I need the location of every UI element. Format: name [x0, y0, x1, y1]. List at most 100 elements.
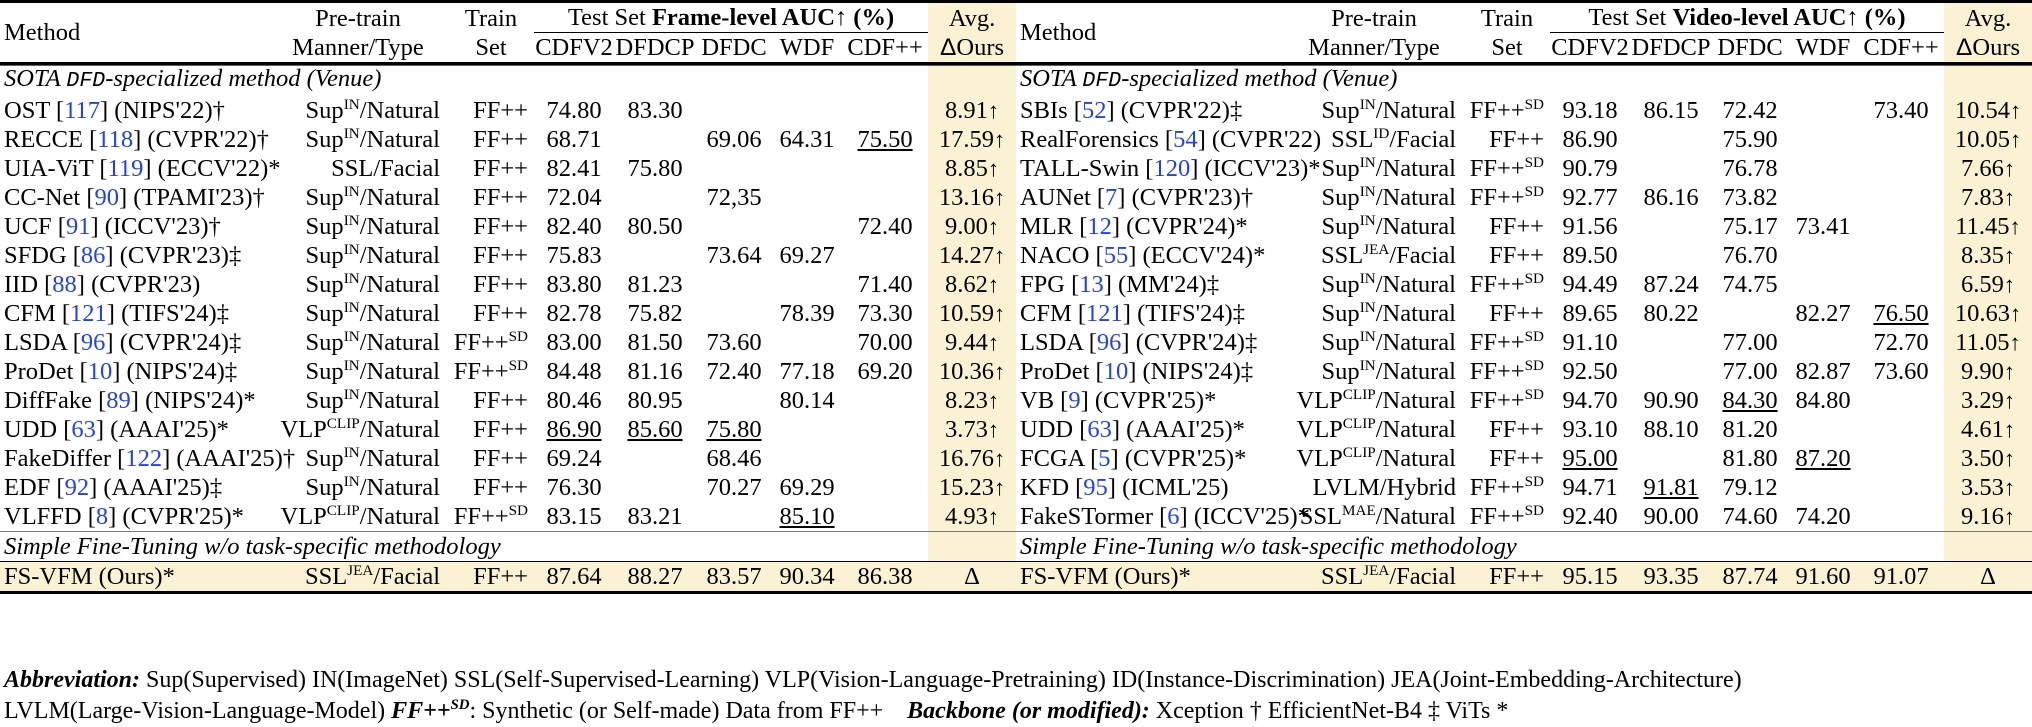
cell-empty: [614, 241, 696, 270]
cell-empty: [1858, 473, 1944, 502]
citation-link[interactable]: 117: [64, 97, 100, 124]
cell-empty: [842, 444, 928, 473]
row-pretrain: SupIN/Natural: [305, 240, 440, 269]
group-simple-avg-pad: [928, 531, 1017, 562]
cell-empty: [614, 444, 696, 473]
citation-link[interactable]: 120: [1153, 155, 1191, 182]
citation-link[interactable]: 12: [1087, 213, 1112, 240]
row-method: EDF [92] (AAAI'25)‡: [4, 474, 223, 501]
cell-empty: [1630, 328, 1712, 357]
cell-empty: [614, 473, 696, 502]
table-row: UDD [63] (AAAI'25)* VLPCLIP/Natural FF++ 86…: [0, 415, 1017, 444]
ours-avg-delta: Δ: [928, 561, 1017, 594]
row-pretrain: SupIN/Natural: [305, 124, 440, 153]
header-pretrain-line2: Manner/Type: [292, 34, 424, 61]
citation-link[interactable]: 10: [87, 358, 113, 385]
citation-link[interactable]: 10: [1103, 358, 1129, 385]
citation-link[interactable]: 52: [1081, 97, 1107, 124]
cell-value: 75.83: [546, 242, 602, 269]
up-arrow-icon: ↑: [993, 243, 1006, 268]
up-arrow-icon: ↑: [993, 475, 1006, 500]
citation-link[interactable]: 63: [1087, 416, 1112, 443]
table-row: CFM [121] (TIFS'24)‡ SupIN/Natural FF++ 89.…: [1016, 299, 2032, 328]
row-trainset: FF++SD: [1469, 153, 1544, 182]
citation-link[interactable]: 122: [125, 445, 163, 472]
header-col-cdfv2: CDFV2: [535, 34, 613, 61]
row-trainset: FF++SD: [1469, 472, 1544, 501]
citation-link[interactable]: 13: [1079, 271, 1104, 298]
citation-link[interactable]: 9: [1068, 387, 1081, 414]
up-arrow-icon: ↑: [993, 446, 1006, 471]
citation-link[interactable]: 95: [1083, 474, 1108, 501]
citation-link[interactable]: 8: [95, 503, 109, 530]
cell-value: 93.10: [1562, 416, 1618, 443]
citation-link[interactable]: 5: [1098, 445, 1111, 472]
citation-link[interactable]: 63: [71, 416, 96, 443]
citation-link[interactable]: 90: [94, 184, 120, 211]
up-arrow-icon: ↑: [2003, 388, 2016, 413]
row-trainset: FF++: [473, 300, 528, 327]
ours-pretrain: SSLJEA/Facial: [268, 561, 448, 594]
citation-link[interactable]: 55: [1103, 242, 1129, 269]
citation-link[interactable]: 96: [80, 329, 106, 356]
row-trainset: FF++SD: [1469, 356, 1544, 385]
cell-value: 78.39: [779, 300, 835, 327]
cell-empty: [772, 444, 842, 473]
cell-value: 92.50: [1562, 358, 1618, 385]
row-method: UDD [63] (AAAI'25)*: [1020, 416, 1245, 443]
cell-value: 68.71: [546, 126, 602, 153]
citation-link[interactable]: 91: [65, 213, 91, 240]
cell-empty: [772, 96, 842, 125]
table-row: LSDA [96] (CVPR'24)‡ SupIN/Natural FF++SD 9…: [1016, 328, 2032, 357]
row-pretrain: SupIN/Natural: [305, 182, 440, 211]
up-arrow-icon: ↑: [987, 330, 1000, 355]
row-method: AUNet [7] (CVPR'23)†: [1020, 184, 1254, 211]
citation-link[interactable]: 121: [1086, 300, 1123, 327]
row-pretrain: VLPCLIP/Natural: [1296, 414, 1457, 443]
row-trainset: FF++: [473, 155, 528, 182]
citation-link[interactable]: 96: [1096, 329, 1122, 356]
cell-value: 64.31: [779, 126, 835, 153]
cell-empty: [696, 299, 772, 328]
ours-trainset: FF++: [448, 561, 534, 594]
citation-link[interactable]: 6: [1167, 503, 1180, 530]
cell-value: 80.50: [627, 213, 683, 240]
citation-link[interactable]: 88: [52, 271, 77, 298]
cell-empty: [842, 473, 928, 502]
cell-value: 90.90: [1643, 387, 1699, 414]
cell-empty: [842, 241, 928, 270]
citation-link[interactable]: 54: [1173, 126, 1198, 153]
row-avg-delta: 8.91↑: [928, 96, 1017, 125]
group-simple-avg-pad-video: [1944, 531, 2032, 562]
cell-value: 91.81: [1643, 474, 1699, 501]
group-sota-suffix: -specialized method (Venue): [105, 65, 382, 92]
cell-empty: [1630, 154, 1712, 183]
group-header-simple: Simple Fine-Tuning w/o task-specific met…: [0, 531, 929, 562]
row-trainset: FF++: [473, 242, 528, 269]
citation-link[interactable]: 118: [97, 126, 134, 153]
table-row: CFM [121] (TIFS'24)‡ SupIN/Natural FF++ 82.…: [0, 299, 1017, 328]
footer-backbone-items: Xception † EfficientNet-B4 ‡ ViTs *: [1155, 698, 1509, 724]
citation-link[interactable]: 89: [106, 387, 131, 414]
cell-empty: [772, 183, 842, 212]
group-header-row-sota: SOTA DFD-specialized method (Venue): [0, 62, 1017, 96]
cell-value: 84.80: [1795, 387, 1851, 414]
group-sota-prefix-video: SOTA: [1020, 65, 1083, 92]
table-row: FakeSTormer [6] (ICCV'25)* SSLMAE/Natural…: [1016, 502, 2032, 532]
citation-link[interactable]: 92: [64, 474, 90, 501]
header-col-dfdcp-video: DFDCP: [1631, 34, 1711, 61]
row-method: TALL-Swin [120] (ICCV'23)*: [1020, 155, 1321, 182]
row-avg-delta: 9.44↑: [928, 328, 1017, 357]
ours-method-name: FS-VFM (Ours)*: [0, 561, 268, 594]
citation-link[interactable]: 121: [70, 300, 107, 327]
cell-empty: [1788, 241, 1858, 270]
row-pretrain: SupIN/Natural: [305, 269, 440, 298]
cell-value: 69.27: [779, 242, 835, 269]
ours-row-frame: FS-VFM (Ours)* SSLJEA/Facial FF++ 87.64 …: [0, 561, 1017, 594]
citation-link[interactable]: 119: [107, 155, 144, 182]
citation-link[interactable]: 86: [80, 242, 106, 269]
citation-link[interactable]: 7: [1105, 184, 1118, 211]
row-trainset: FF++SD: [453, 327, 528, 356]
row-avg-delta: 8.35↑: [1944, 241, 2032, 270]
row-method: LSDA [96] (CVPR'24)‡: [1020, 329, 1258, 356]
